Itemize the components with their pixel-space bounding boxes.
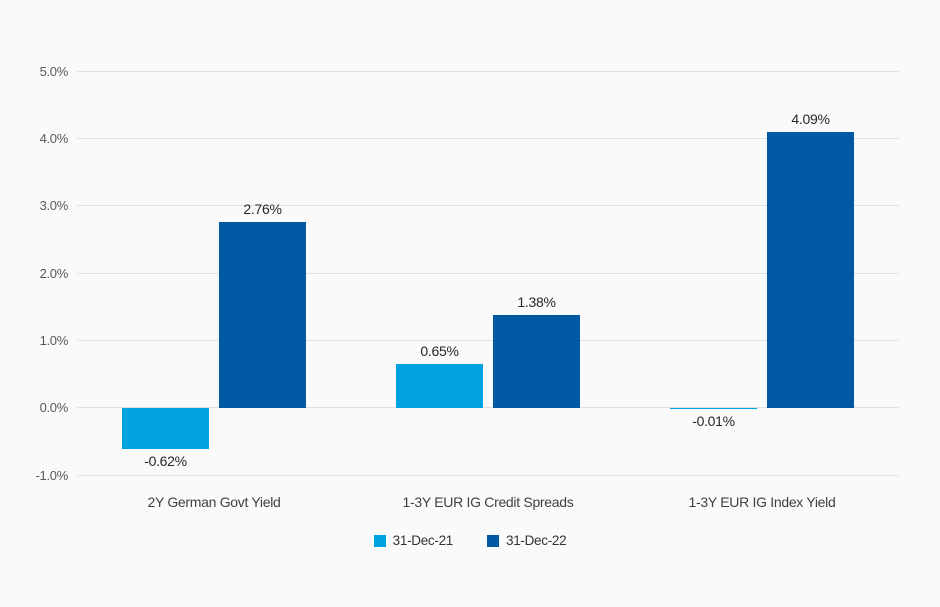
gridline [77,70,899,72]
legend-swatch-icon [373,535,386,547]
x-axis-category-label: 1-3Y EUR IG Index Yield [688,494,836,510]
gridline [77,205,899,207]
x-axis-category-label: 1-3Y EUR IG Credit Spreads [402,494,574,510]
bar-31-dec-21-1 [122,407,209,450]
bar-31-dec-21-3 [670,407,757,409]
gridline [77,272,899,274]
bar-31-dec-22-3 [767,132,854,408]
gridline [77,137,899,139]
legend-label: 31-Dec-21 [392,533,454,548]
legend-swatch-icon [487,535,499,547]
legend: 31-Dec-21 31-Dec-22 [0,534,940,548]
legend-item-31-dec-22: 31-Dec-22 [487,533,567,548]
y-axis-tick-label: 3.0% [39,198,69,214]
y-axis-tick-label: 0.0% [39,400,69,416]
gridline [77,339,899,341]
data-label: 0.65% [420,342,459,359]
y-axis-tick-label: 1.0% [39,332,69,348]
y-axis-tick-label: 2.0% [39,265,69,281]
data-label: 1.38% [517,293,556,310]
data-label: 4.09% [791,111,830,128]
legend-item-31-dec-21: 31-Dec-21 [373,533,454,548]
data-label: -0.01% [692,412,735,429]
data-label: -0.62% [144,453,187,470]
x-axis-category-label: 2Y German Govt Yield [147,494,281,510]
gridline [77,474,899,476]
legend-label: 31-Dec-22 [506,533,567,548]
bar-31-dec-22-2 [493,314,580,408]
bar-31-dec-22-1 [219,221,306,408]
y-axis-tick-label: -1.0% [35,467,69,483]
y-axis-tick-label: 5.0% [39,63,69,79]
bar-31-dec-21-2 [396,363,483,408]
y-axis-tick-label: 4.0% [39,130,69,146]
data-label: 2.76% [243,200,282,217]
gridline [77,407,899,409]
